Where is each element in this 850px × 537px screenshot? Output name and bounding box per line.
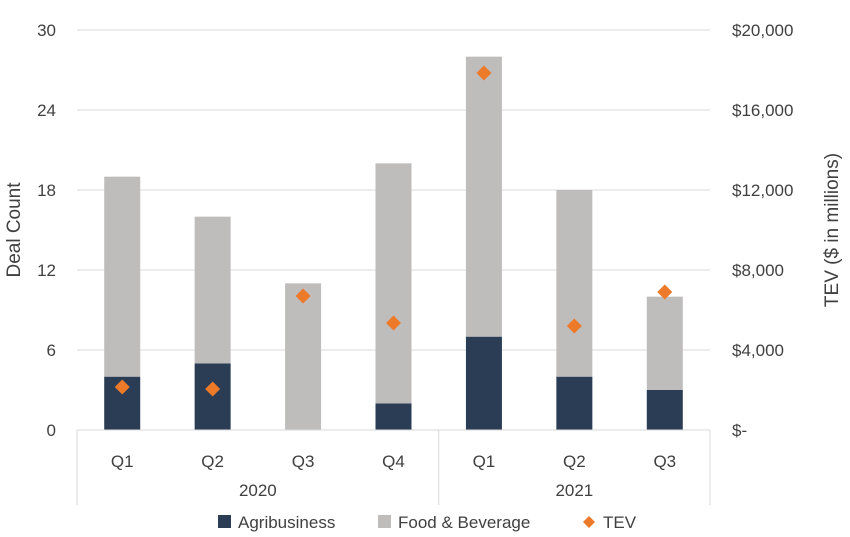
legend-label: Agribusiness (238, 513, 335, 532)
y2-tick-label: $4,000 (732, 341, 784, 360)
x-tick-label: Q2 (563, 452, 586, 471)
bar-food-beverage (104, 176, 141, 377)
bar-food-beverage (285, 283, 322, 430)
bar-food-beverage (556, 190, 593, 377)
x-tick-label: Q3 (292, 452, 315, 471)
y-axis-title: Deal Count (4, 182, 25, 278)
bar-food-beverage (646, 296, 683, 390)
tev-point (205, 381, 221, 397)
legend: Agribusiness Food & Beverage TEV (218, 513, 637, 532)
tev-points (114, 65, 673, 397)
y-tick-label: 30 (37, 21, 56, 40)
y2-tick-label: $8,000 (732, 261, 784, 280)
y-tick-label: 24 (37, 101, 56, 120)
bar-agribusiness (556, 376, 593, 430)
bar-food-beverage (465, 56, 502, 337)
y-tick-label: 18 (37, 181, 56, 200)
x-tick-label: Q1 (473, 452, 496, 471)
tev-point (114, 379, 130, 395)
legend-swatch (583, 516, 595, 528)
y2-tick-label: $16,000 (732, 101, 793, 120)
x-tick-label: Q3 (653, 452, 676, 471)
legend-label: Food & Beverage (398, 513, 530, 532)
y2-tick-label: $- (732, 421, 747, 440)
tev-point (657, 284, 673, 300)
y-tick-label: 12 (37, 261, 56, 280)
x-group-label: 2020 (239, 481, 277, 500)
bar-food-beverage (375, 163, 412, 404)
bar-agribusiness (194, 363, 231, 430)
x-axis-ticks: Q1 Q2 Q3 Q4 Q1 Q2 Q3 (111, 452, 676, 471)
y2-axis-title: TEV ($ in millions) (822, 153, 843, 307)
bar-agribusiness (375, 403, 412, 430)
legend-swatch (378, 515, 391, 528)
x-tick-label: Q1 (111, 452, 134, 471)
bar-agribusiness (646, 390, 683, 430)
legend-swatch (218, 515, 231, 528)
left-axis-ticks: 0 6 12 18 24 30 (37, 21, 56, 440)
legend-label: TEV (603, 513, 637, 532)
x-tick-label: Q4 (382, 452, 405, 471)
tev-point (566, 318, 582, 334)
bar-agribusiness (465, 336, 502, 430)
right-axis-ticks: $- $4,000 $8,000 $12,000 $16,000 $20,000 (732, 21, 793, 440)
y-tick-label: 0 (47, 421, 56, 440)
x-group-label: 2021 (555, 481, 593, 500)
tev-point (386, 315, 401, 331)
y2-tick-label: $12,000 (732, 181, 793, 200)
bar-food-beverage (194, 216, 231, 364)
y-tick-label: 6 (47, 341, 56, 360)
tev-point (476, 65, 492, 81)
x-axis-year-groups: 2020 2021 (76, 430, 711, 505)
bars (77, 56, 710, 431)
x-tick-label: Q2 (201, 452, 224, 471)
tev-point (295, 288, 311, 304)
y2-tick-label: $20,000 (732, 21, 793, 40)
